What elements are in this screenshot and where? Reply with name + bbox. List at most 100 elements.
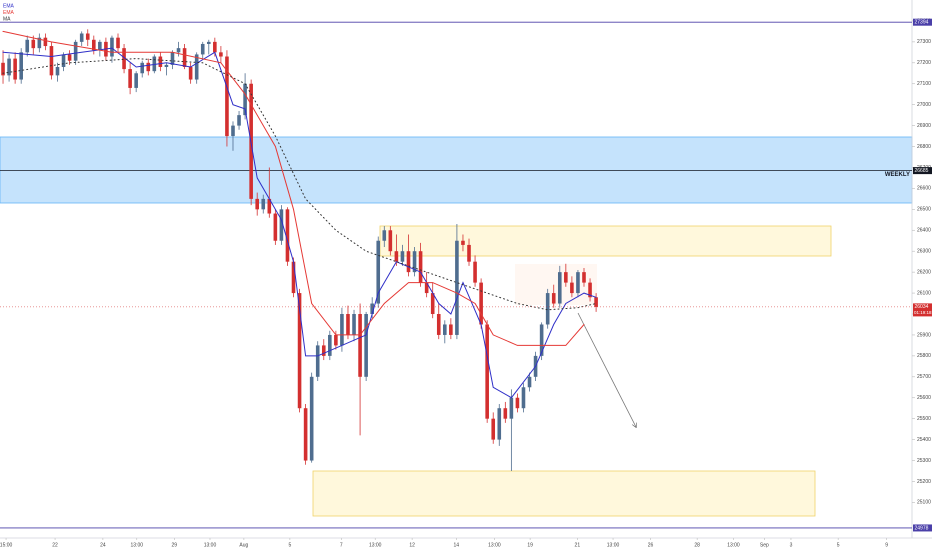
candle-body xyxy=(43,37,48,47)
demand-zone xyxy=(312,470,816,517)
candle-body xyxy=(206,41,211,44)
candle-body xyxy=(98,41,102,51)
candle-body xyxy=(1,62,5,76)
candle-body xyxy=(176,48,181,53)
y-tick-label: 26500 xyxy=(917,207,931,213)
candle-body xyxy=(412,251,417,273)
candle-body xyxy=(243,83,247,116)
x-tick-label: Aug xyxy=(239,542,248,548)
candle-body xyxy=(497,408,502,440)
candle-body xyxy=(146,62,151,72)
y-tick-label: 26200 xyxy=(917,269,931,275)
candle-body xyxy=(170,52,175,65)
candle-body xyxy=(449,324,453,335)
candle-body xyxy=(491,418,496,440)
candle-body xyxy=(19,52,23,80)
x-tick-label: 26 xyxy=(648,542,654,548)
candle-body xyxy=(406,251,411,273)
candle-body xyxy=(200,43,205,55)
x-tick-label: 5 xyxy=(837,542,840,548)
legend-entry: MA xyxy=(3,16,11,22)
candle-body xyxy=(49,46,54,76)
candle-body xyxy=(461,240,465,245)
y-tick-label: 25500 xyxy=(917,416,931,422)
candle-body xyxy=(334,334,338,346)
candle-body xyxy=(479,282,483,325)
candle-body xyxy=(321,345,326,356)
candle-body xyxy=(128,69,132,88)
projection-arrow xyxy=(577,312,636,427)
candle-body xyxy=(358,314,362,377)
candle-body xyxy=(515,397,520,409)
candle-body xyxy=(309,376,314,461)
x-tick-label: 7 xyxy=(340,542,343,548)
highlight-zone xyxy=(515,264,597,305)
candle-body xyxy=(279,209,284,241)
candle-body xyxy=(152,56,157,72)
level-label-bg xyxy=(913,18,932,26)
candle-body xyxy=(443,324,447,335)
x-tick-label: 12 xyxy=(409,542,415,548)
y-tick-label: 25700 xyxy=(917,374,931,380)
candle-body xyxy=(79,33,84,42)
candle-body xyxy=(527,376,532,388)
candle-body xyxy=(7,58,11,76)
y-tick-label: 26400 xyxy=(917,228,931,234)
y-tick-label: 27100 xyxy=(917,81,931,87)
x-tick-label: 14 xyxy=(454,542,460,548)
candle-body xyxy=(237,115,241,126)
indicator-line xyxy=(2,47,597,399)
candle-body xyxy=(503,408,508,419)
candle-body xyxy=(352,314,356,335)
last-price-label: 26034 xyxy=(915,304,929,310)
last-price-timer: 01:19:18 xyxy=(914,310,932,315)
y-tick-label: 26100 xyxy=(917,290,931,296)
x-tick-label: 9 xyxy=(885,542,888,548)
level-name: WEEKLY xyxy=(885,172,910,178)
demand-zone-blue xyxy=(0,136,913,204)
candle-body xyxy=(37,37,42,49)
level-label: 24978 xyxy=(915,525,929,531)
candle-body xyxy=(273,213,278,241)
indicator-line xyxy=(2,58,597,311)
legend-entry: EMA xyxy=(3,10,15,16)
x-tick-label: 13:00 xyxy=(488,542,501,548)
y-tick-label: 27200 xyxy=(917,60,931,66)
candle-body xyxy=(164,64,169,67)
candle-body xyxy=(92,39,96,51)
x-tick-label: Sep xyxy=(760,542,769,548)
candle-body xyxy=(394,251,399,262)
candle-body xyxy=(291,261,296,294)
candle-body xyxy=(400,251,405,262)
candle-body xyxy=(267,198,272,214)
candle-body xyxy=(388,230,393,252)
candle-body xyxy=(455,240,459,335)
candle-body xyxy=(340,314,344,346)
candle-body xyxy=(594,297,598,307)
candle-body xyxy=(346,314,350,335)
x-tick-label: 13:00 xyxy=(369,542,382,548)
candle-body xyxy=(576,272,580,294)
candle-body xyxy=(364,314,368,377)
legend-entry: EMA xyxy=(3,3,15,9)
candle-body xyxy=(194,54,199,80)
candle-body xyxy=(557,272,562,304)
candle-body xyxy=(328,334,332,356)
candle-body xyxy=(55,66,60,76)
x-tick-label: 21 xyxy=(575,542,581,548)
y-tick-label: 27300 xyxy=(917,39,931,45)
candle-body xyxy=(61,54,66,67)
y-tick-label: 25100 xyxy=(917,500,931,506)
candle-body xyxy=(225,56,229,137)
level-label-bg xyxy=(913,524,932,532)
candle-body xyxy=(73,41,78,61)
y-tick-label: 25400 xyxy=(917,437,931,443)
x-tick-label: 15:00 xyxy=(0,542,13,548)
candle-body xyxy=(116,37,120,49)
x-tick-label: 13:00 xyxy=(607,542,620,548)
candle-body xyxy=(261,198,266,210)
y-tick-label: 26300 xyxy=(917,249,931,255)
candle-body xyxy=(134,73,138,88)
candle-body xyxy=(370,303,374,315)
